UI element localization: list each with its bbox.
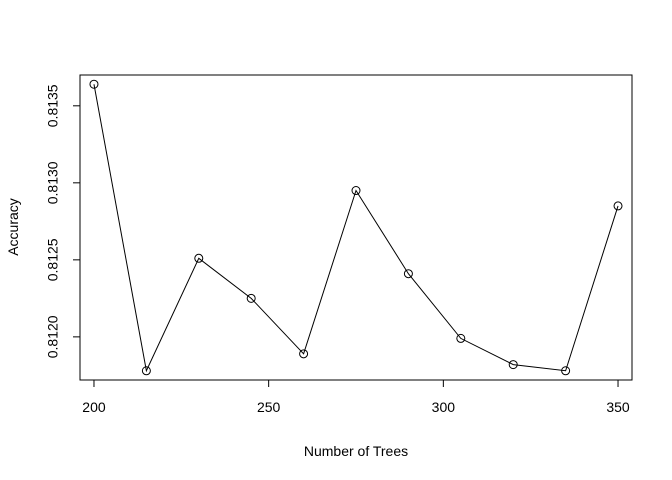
x-axis-label: Number of Trees [304,443,408,459]
data-point [613,201,623,211]
data-point [246,293,256,303]
y-tick-label: 0.8120 [45,315,61,358]
x-tick-label: 200 [82,399,106,415]
plot-border [79,74,633,381]
data-point [299,349,309,359]
x-tick-label: 350 [606,399,630,415]
data-point [561,366,571,376]
data-point [456,333,466,343]
accuracy-series-points [89,79,623,376]
y-axis-label: Accuracy [5,198,21,256]
y-tick-label: 0.8135 [45,84,61,127]
accuracy-series-line [93,84,619,373]
data-point [141,366,151,376]
y-tick-label: 0.8130 [45,161,61,204]
data-point [89,79,99,89]
x-tick-label: 300 [432,399,456,415]
y-tick-label: 0.8125 [45,238,61,281]
data-point [194,253,204,263]
data-point [403,269,413,279]
y-axis: 0.8120 0.8125 0.8130 0.8135 [45,84,81,358]
x-axis: 200 250 300 350 [82,379,630,415]
data-point [508,360,518,370]
data-point [351,186,361,196]
x-tick-label: 250 [257,399,281,415]
